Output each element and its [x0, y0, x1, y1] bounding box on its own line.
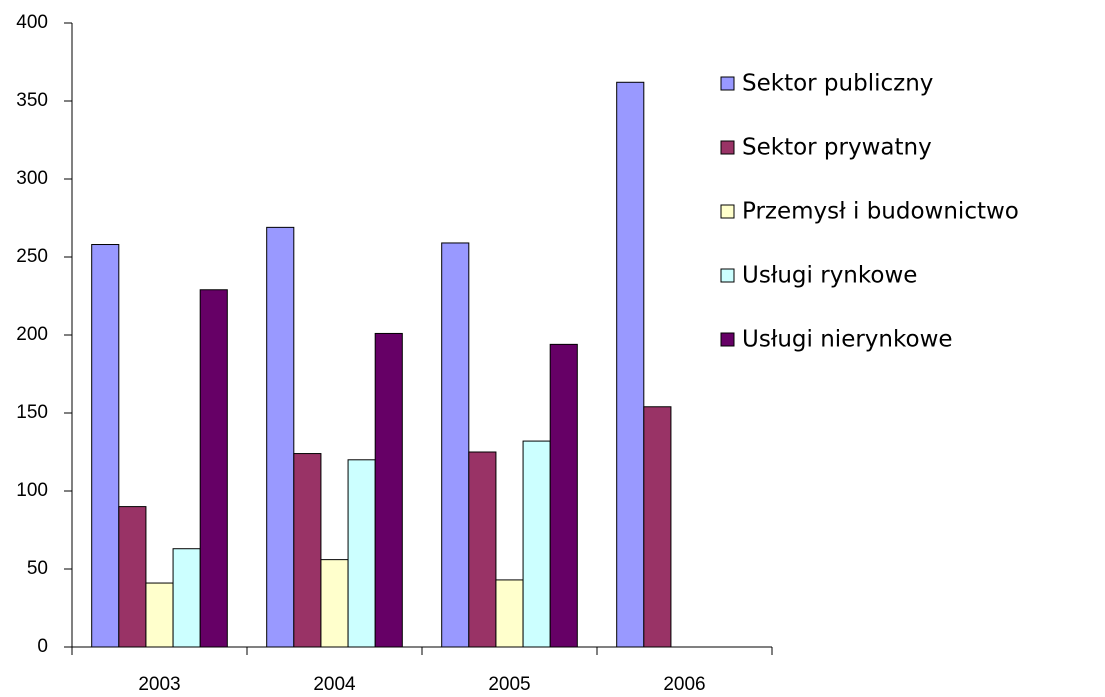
- legend-label: Sektor publiczny: [742, 71, 933, 97]
- legend-swatch: [720, 140, 735, 155]
- y-tick-label: 350: [16, 90, 48, 111]
- bar: [172, 548, 201, 648]
- x-tick-label: 2006: [663, 674, 705, 692]
- bar: [643, 406, 672, 648]
- bar: [616, 81, 645, 648]
- legend-label: Usługi rynkowe: [742, 263, 917, 289]
- y-tick-label: 150: [16, 402, 48, 423]
- bar: [347, 459, 376, 648]
- legend-label: Usługi nierynkowe: [742, 327, 953, 353]
- y-tick-label: 200: [16, 324, 48, 345]
- legend-swatch: [720, 204, 735, 219]
- legend-swatch: [720, 76, 735, 91]
- x-tick-label: 2005: [488, 674, 530, 692]
- y-tick-label: 0: [37, 636, 48, 657]
- y-tick-label: 400: [16, 12, 48, 33]
- x-tick-label: 2004: [313, 674, 356, 692]
- legend-label: Sektor prywatny: [742, 135, 932, 161]
- bar: [199, 289, 228, 648]
- y-tick-label: 50: [27, 558, 48, 579]
- bar: [145, 582, 174, 648]
- bar: [549, 343, 578, 648]
- bar: [320, 559, 349, 648]
- bar: [495, 579, 524, 648]
- legend-swatch: [720, 268, 735, 283]
- y-tick-label: 300: [16, 168, 48, 189]
- bar: [468, 451, 497, 648]
- y-tick-label: 100: [16, 480, 48, 501]
- bar: [374, 332, 403, 648]
- bar: [266, 226, 295, 648]
- bar: [522, 440, 551, 648]
- bar: [293, 453, 322, 648]
- x-tick-label: 2003: [138, 674, 180, 692]
- y-tick-label: 250: [16, 246, 48, 267]
- bar: [118, 506, 147, 648]
- bar: [91, 244, 120, 648]
- bar: [441, 242, 470, 648]
- legend-label: Przemysł i budownictwo: [742, 199, 1019, 225]
- legend-swatch: [720, 332, 735, 347]
